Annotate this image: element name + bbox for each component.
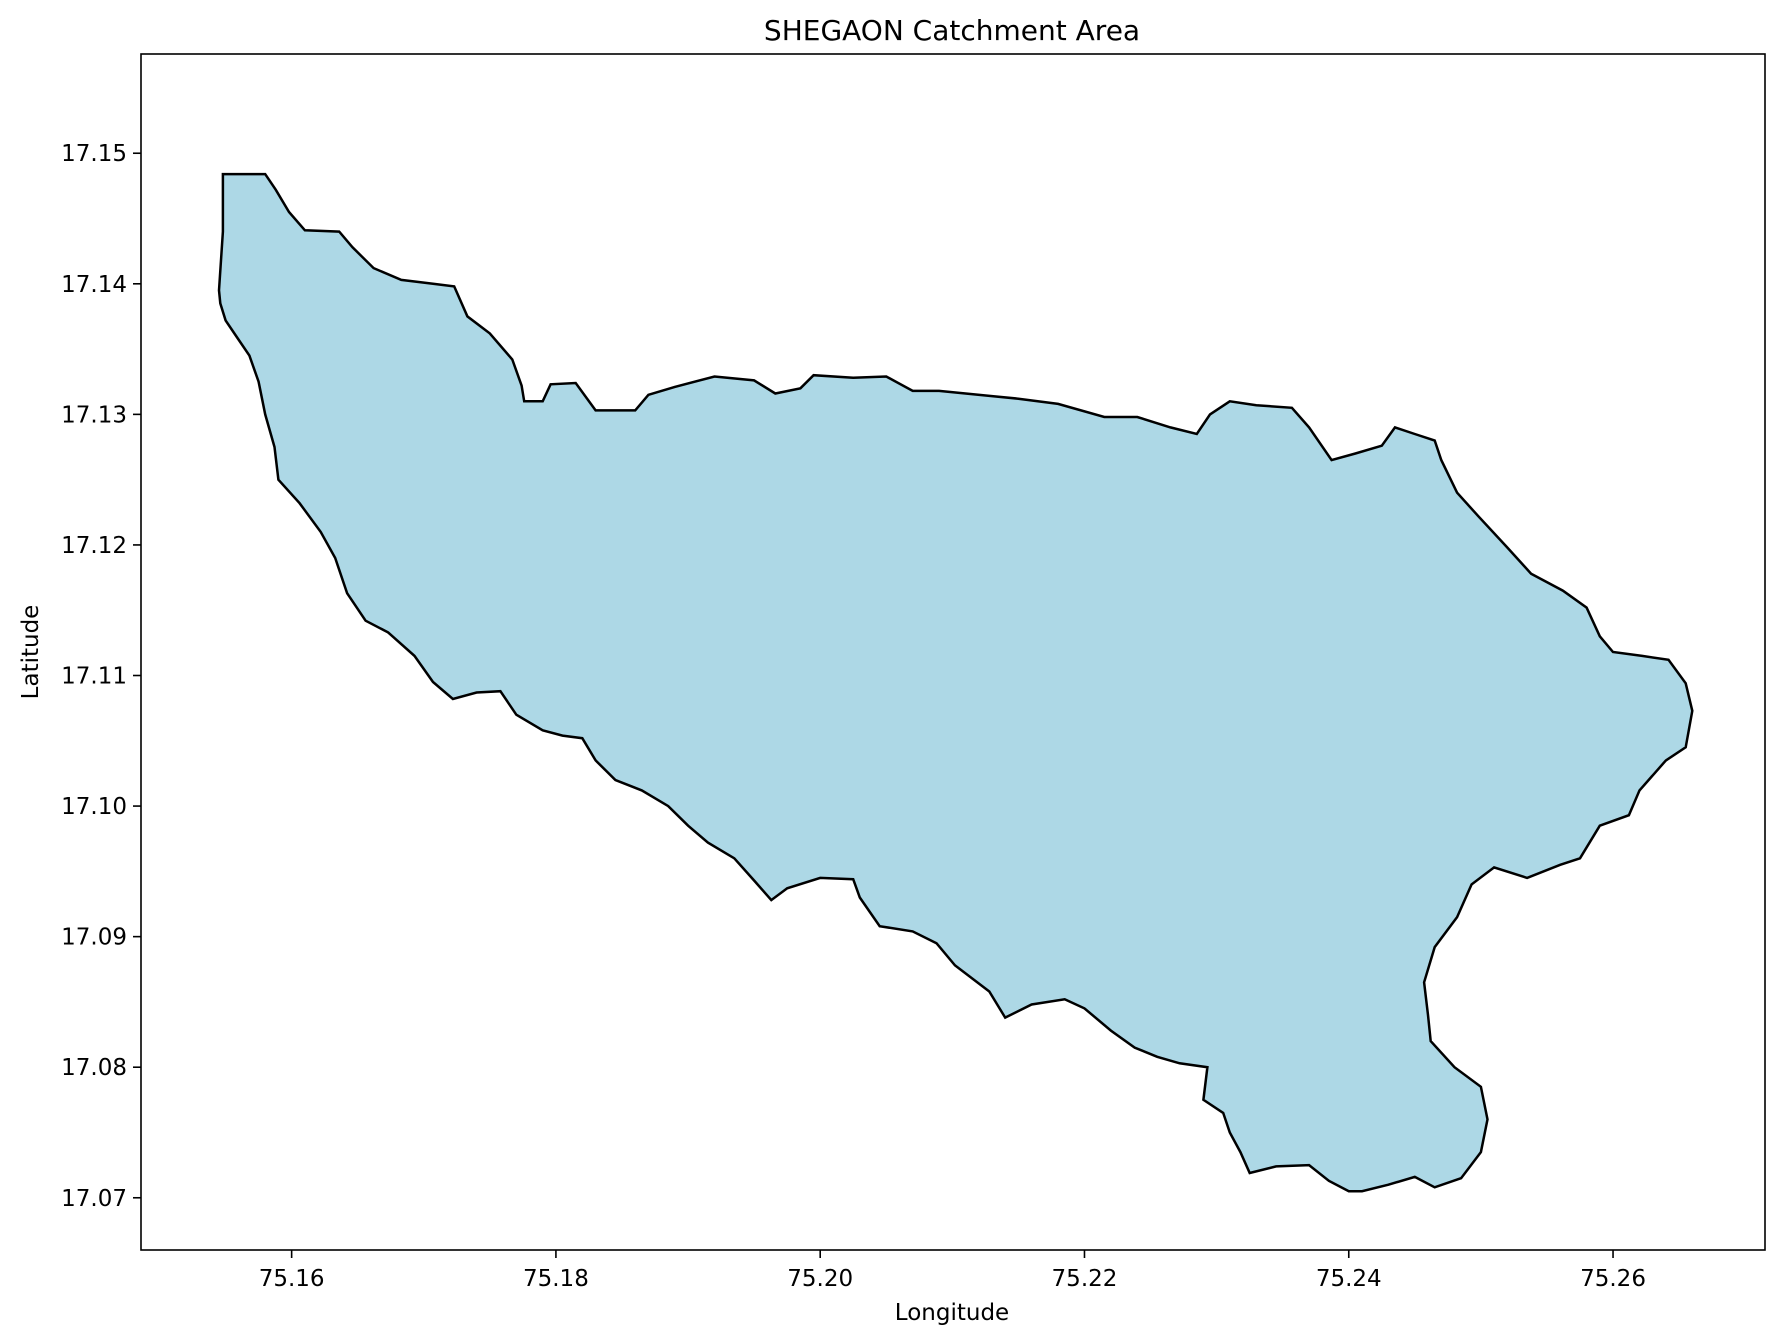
x-tick-label: 75.22 bbox=[1052, 1266, 1118, 1292]
x-axis-label: Longitude bbox=[895, 1300, 1009, 1326]
plot-area bbox=[217, 172, 1694, 1193]
x-tick-label: 75.18 bbox=[523, 1266, 589, 1292]
y-axis-label: Latitude bbox=[18, 605, 44, 700]
y-tick-label: 17.08 bbox=[61, 1055, 127, 1081]
x-tick-label: 75.24 bbox=[1316, 1266, 1382, 1292]
y-tick-label: 17.09 bbox=[61, 925, 127, 951]
catchment-polygon[interactable] bbox=[217, 172, 1694, 1193]
y-tick-label: 17.07 bbox=[61, 1186, 127, 1212]
y-axis-ticks: 17.07 17.08 17.09 17.10 17.11 17.12 17.13 17.14… bbox=[61, 141, 141, 1212]
x-axis-ticks: 75.16 75.18 75.20 75.22 75.24 75.26 bbox=[259, 1250, 1646, 1292]
chart-title: SHEGAON Catchment Area bbox=[764, 14, 1140, 47]
y-tick-label: 17.10 bbox=[61, 794, 127, 820]
axes-frame bbox=[140, 53, 1766, 1251]
y-tick-label: 17.13 bbox=[61, 402, 127, 428]
y-tick-label: 17.15 bbox=[61, 141, 127, 167]
x-tick-label: 75.26 bbox=[1580, 1266, 1646, 1292]
x-tick-label: 75.20 bbox=[787, 1266, 853, 1292]
x-tick-label: 75.16 bbox=[259, 1266, 325, 1292]
y-tick-label: 17.12 bbox=[61, 533, 127, 559]
y-tick-label: 17.14 bbox=[61, 272, 127, 298]
y-tick-label: 17.11 bbox=[61, 664, 127, 690]
